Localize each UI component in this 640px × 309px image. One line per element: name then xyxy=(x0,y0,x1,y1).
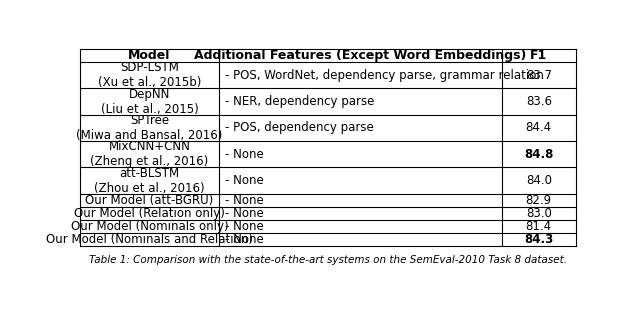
Text: 83.6: 83.6 xyxy=(526,95,552,108)
Text: Model: Model xyxy=(128,49,171,62)
Text: 84.3: 84.3 xyxy=(524,233,554,246)
Text: 84.0: 84.0 xyxy=(526,174,552,187)
Text: - POS, WordNet, dependency parse, grammar relation: - POS, WordNet, dependency parse, gramma… xyxy=(225,69,544,82)
Text: 83.7: 83.7 xyxy=(526,69,552,82)
Text: SPTree
(Miwa and Bansal, 2016): SPTree (Miwa and Bansal, 2016) xyxy=(76,114,223,142)
Text: 81.4: 81.4 xyxy=(525,220,552,233)
Text: MixCNN+CNN
(Zheng et al., 2016): MixCNN+CNN (Zheng et al., 2016) xyxy=(90,140,209,168)
Text: - None: - None xyxy=(225,220,264,233)
Text: DepNN
(Liu et al., 2015): DepNN (Liu et al., 2015) xyxy=(100,88,198,116)
Text: 82.9: 82.9 xyxy=(525,194,552,207)
Text: - POS, dependency parse: - POS, dependency parse xyxy=(225,121,374,134)
Text: Our Model (att-BGRU): Our Model (att-BGRU) xyxy=(85,194,214,207)
Text: Our Model (Nominals only): Our Model (Nominals only) xyxy=(70,220,228,233)
Text: - None: - None xyxy=(225,148,264,161)
Text: - None: - None xyxy=(225,194,264,207)
Text: Additional Features (Except Word Embeddings): Additional Features (Except Word Embeddi… xyxy=(194,49,527,62)
Text: SDP-LSTM
(Xu et al., 2015b): SDP-LSTM (Xu et al., 2015b) xyxy=(98,61,201,89)
Text: 84.4: 84.4 xyxy=(525,121,552,134)
Text: 84.8: 84.8 xyxy=(524,148,554,161)
Text: - None: - None xyxy=(225,207,264,220)
Text: - None: - None xyxy=(225,174,264,187)
Text: Table 1: Comparison with the state-of-the-art systems on the SemEval-2010 Task 8: Table 1: Comparison with the state-of-th… xyxy=(89,256,567,265)
Text: - NER, dependency parse: - NER, dependency parse xyxy=(225,95,374,108)
Text: 83.0: 83.0 xyxy=(526,207,552,220)
Text: Our Model (Nominals and Relation): Our Model (Nominals and Relation) xyxy=(46,233,253,246)
Text: - None: - None xyxy=(225,233,264,246)
Text: Our Model (Relation only): Our Model (Relation only) xyxy=(74,207,225,220)
Text: att-BLSTM
(Zhou et al., 2016): att-BLSTM (Zhou et al., 2016) xyxy=(94,167,205,195)
Text: F1: F1 xyxy=(530,49,547,62)
